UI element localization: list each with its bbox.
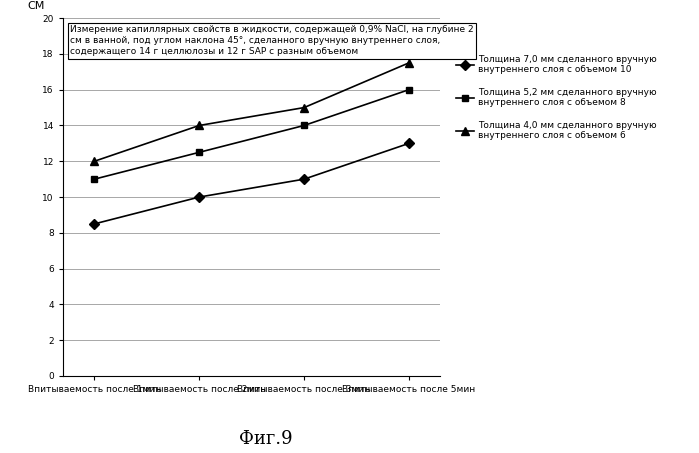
Line: Толщина 5,2 мм сделанного вручную
внутреннего слоя с объемом 8: Толщина 5,2 мм сделанного вручную внутре… <box>91 86 412 183</box>
Толщина 4,0 мм сделанного вручную
внутреннего слоя с объемом 6 <box>405 60 413 66</box>
Толщина 5,2 мм сделанного вручную
внутреннего слоя с объемом 8 <box>195 149 203 155</box>
Legend: Толщина 7,0 мм сделанного вручную
внутреннего слоя с объемом 10, Толщина 5,2 мм : Толщина 7,0 мм сделанного вручную внутре… <box>452 51 660 144</box>
Толщина 7,0 мм сделанного вручную
внутреннего слоя с объемом 10 <box>300 176 308 182</box>
Толщина 5,2 мм сделанного вручную
внутреннего слоя с объемом 8 <box>300 123 308 128</box>
Толщина 7,0 мм сделанного вручную
внутреннего слоя с объемом 10 <box>195 194 203 200</box>
Text: Измерение капиллярных свойств в жидкости, содержащей 0,9% NaCl, на глубине 2
см : Измерение капиллярных свойств в жидкости… <box>71 25 474 57</box>
Text: Фиг.9: Фиг.9 <box>239 430 292 448</box>
Толщина 5,2 мм сделанного вручную
внутреннего слоя с объемом 8 <box>405 87 413 92</box>
Толщина 5,2 мм сделанного вручную
внутреннего слоя с объемом 8 <box>90 176 99 182</box>
Толщина 7,0 мм сделанного вручную
внутреннего слоя с объемом 10 <box>90 221 99 226</box>
Толщина 4,0 мм сделанного вручную
внутреннего слоя с объемом 6 <box>195 123 203 128</box>
Толщина 7,0 мм сделанного вручную
внутреннего слоя с объемом 10 <box>405 140 413 146</box>
Line: Толщина 4,0 мм сделанного вручную
внутреннего слоя с объемом 6: Толщина 4,0 мм сделанного вручную внутре… <box>90 59 413 165</box>
Y-axis label: СМ: СМ <box>28 1 45 11</box>
Толщина 4,0 мм сделанного вручную
внутреннего слоя с объемом 6 <box>300 105 308 110</box>
Line: Толщина 7,0 мм сделанного вручную
внутреннего слоя с объемом 10: Толщина 7,0 мм сделанного вручную внутре… <box>91 140 412 227</box>
Толщина 4,0 мм сделанного вручную
внутреннего слоя с объемом 6 <box>90 159 99 164</box>
